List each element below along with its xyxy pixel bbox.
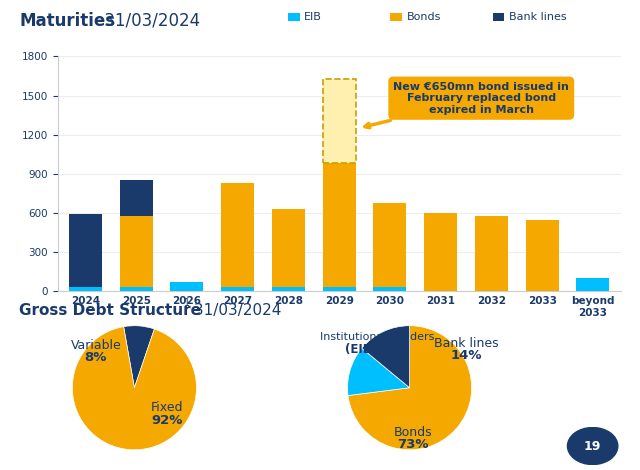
Bar: [525, 219, 559, 291]
Text: 1: 1: [184, 298, 191, 308]
Wedge shape: [348, 348, 410, 396]
Text: EIB: EIB: [304, 12, 322, 22]
Wedge shape: [362, 326, 410, 388]
Text: Institutional Lenders: Institutional Lenders: [320, 332, 435, 342]
Text: Bonds: Bonds: [394, 426, 432, 439]
Bar: [272, 209, 305, 288]
Bar: [374, 203, 406, 288]
Bar: [272, 288, 305, 291]
Text: 92%: 92%: [151, 414, 182, 426]
Bar: [221, 288, 254, 291]
Text: (EIB) 13%: (EIB) 13%: [345, 343, 410, 356]
Text: Bonds: Bonds: [406, 12, 441, 22]
Bar: [323, 288, 356, 291]
Bar: [120, 216, 153, 288]
Bar: [475, 216, 508, 291]
Bar: [221, 183, 254, 288]
Bar: [374, 288, 406, 291]
Bar: [120, 180, 153, 216]
Text: 31/03/2024: 31/03/2024: [99, 12, 200, 30]
Wedge shape: [348, 326, 472, 450]
Text: 8%: 8%: [84, 352, 107, 364]
Bar: [69, 214, 102, 288]
Bar: [120, 288, 153, 291]
Bar: [424, 213, 457, 291]
Text: Fixed: Fixed: [150, 401, 183, 414]
Bar: [323, 141, 356, 164]
Text: Bank lines: Bank lines: [509, 12, 566, 22]
Text: 14%: 14%: [451, 349, 483, 362]
Text: 31/03/2024: 31/03/2024: [189, 303, 281, 318]
Circle shape: [568, 428, 618, 464]
Text: 73%: 73%: [397, 439, 428, 451]
Text: Bank lines: Bank lines: [435, 337, 499, 350]
Text: New €650mn bond issued in
February replaced bond
expired in March: New €650mn bond issued in February repla…: [365, 82, 569, 128]
Bar: [69, 288, 102, 291]
Bar: [170, 282, 204, 291]
Text: Variable: Variable: [70, 339, 122, 352]
Wedge shape: [72, 327, 196, 450]
Bar: [323, 78, 356, 164]
Wedge shape: [124, 326, 154, 388]
Bar: [323, 164, 356, 288]
Text: Gross Debt Structure: Gross Debt Structure: [19, 303, 201, 318]
Bar: [577, 278, 609, 291]
Text: Maturities: Maturities: [19, 12, 115, 30]
Text: 19: 19: [584, 439, 602, 453]
